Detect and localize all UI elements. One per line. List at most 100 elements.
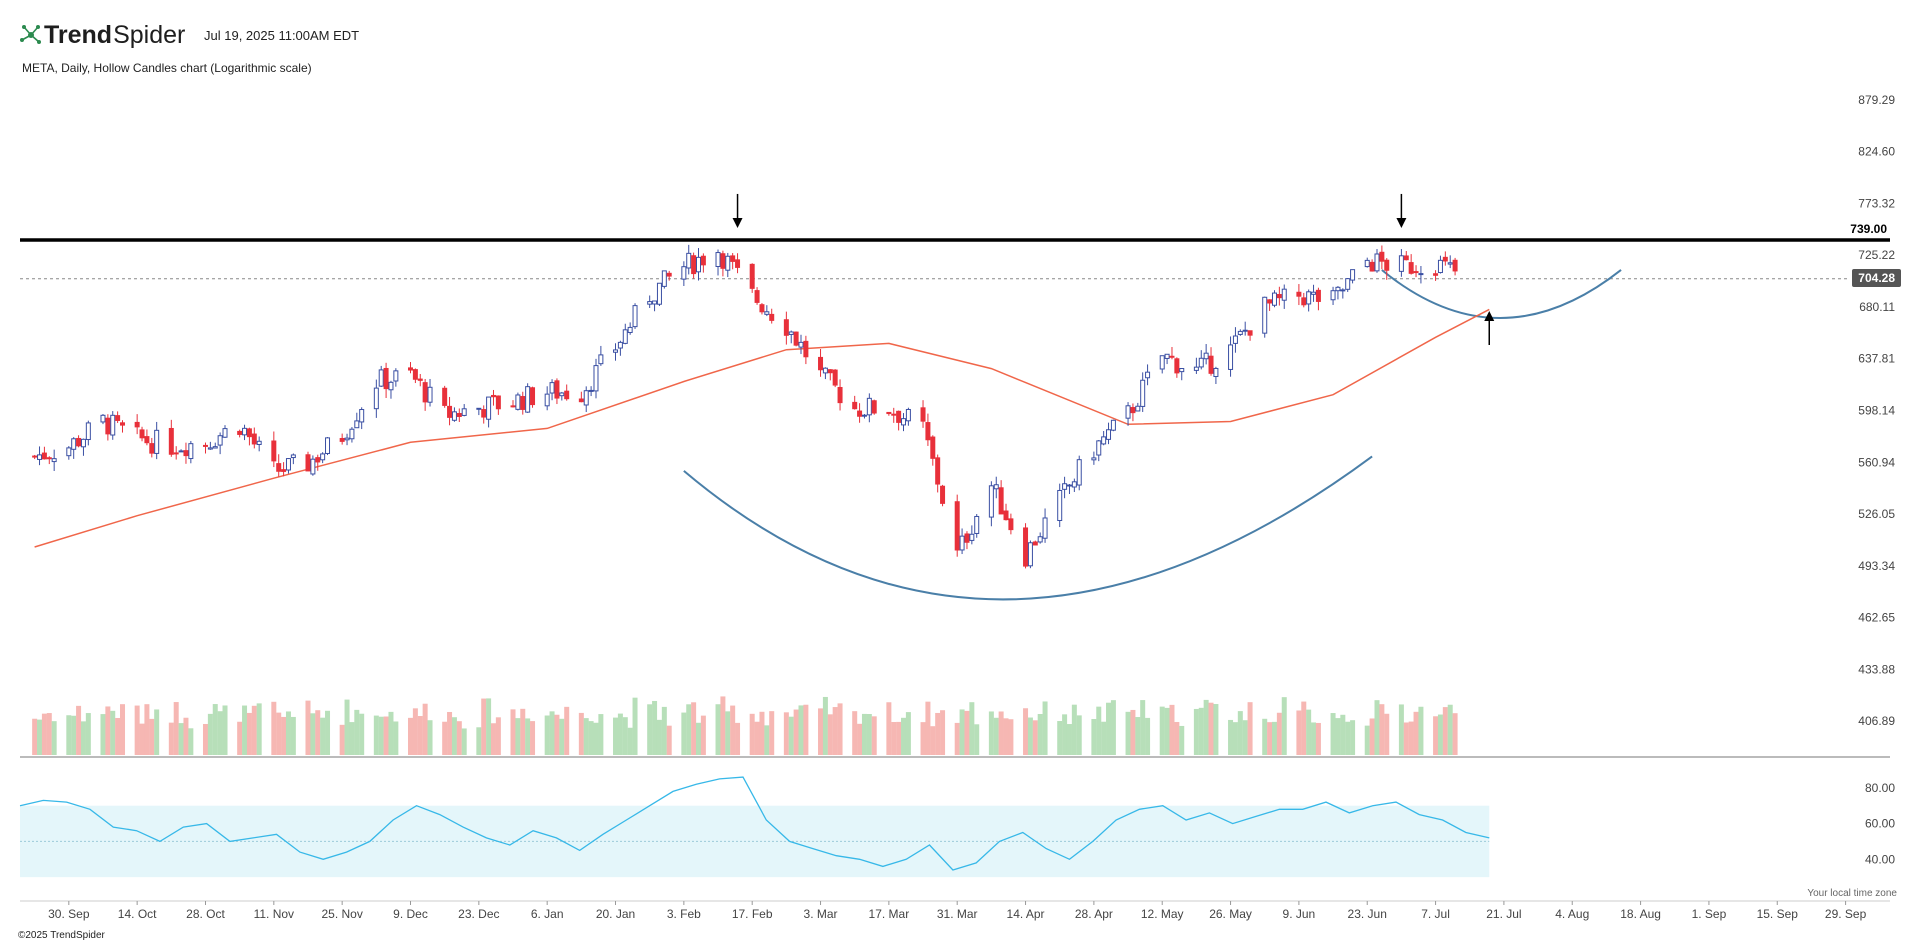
volume-bar bbox=[1442, 707, 1448, 755]
volume-bar bbox=[325, 710, 331, 755]
volume-bar bbox=[725, 711, 731, 755]
volume-bar bbox=[793, 709, 799, 755]
volume-bar bbox=[764, 725, 770, 755]
volume-bar bbox=[769, 711, 775, 755]
candle-body bbox=[749, 263, 755, 289]
candle-body bbox=[237, 430, 243, 435]
volume-bar bbox=[613, 717, 619, 755]
candle-body bbox=[1179, 368, 1185, 373]
candle-body bbox=[1032, 541, 1038, 546]
volume-bar bbox=[310, 713, 316, 755]
candle-body bbox=[1037, 536, 1043, 543]
candle-body bbox=[1071, 481, 1077, 488]
volume-bar bbox=[852, 711, 858, 755]
volume-bar bbox=[85, 713, 91, 755]
volume-bar bbox=[1193, 708, 1199, 755]
candle-body bbox=[930, 436, 936, 459]
volume-bar bbox=[134, 705, 140, 755]
volume-bar bbox=[832, 707, 838, 755]
candle-body bbox=[1452, 259, 1458, 272]
volume-bar bbox=[1242, 720, 1248, 755]
volume-bar bbox=[1315, 722, 1321, 755]
candle-body bbox=[1418, 273, 1424, 276]
volume-bar bbox=[866, 714, 872, 755]
volume-bar bbox=[447, 711, 453, 755]
volume-bar bbox=[1076, 715, 1082, 755]
volume-bar bbox=[735, 722, 741, 755]
candle-body bbox=[1057, 489, 1063, 522]
candle-body bbox=[456, 412, 462, 417]
volume-bar bbox=[110, 710, 116, 755]
candle-body bbox=[1135, 405, 1141, 412]
volume-bar bbox=[427, 720, 433, 755]
volume-bar bbox=[51, 721, 57, 755]
candle-body bbox=[1330, 290, 1336, 301]
candle-body bbox=[1296, 291, 1302, 297]
candle-body bbox=[617, 341, 623, 349]
down-arrow-icon bbox=[1396, 217, 1407, 228]
volume-bar bbox=[622, 717, 628, 755]
candle-body bbox=[490, 394, 496, 398]
candle-body bbox=[168, 427, 174, 455]
candle-body bbox=[652, 300, 658, 305]
x-tick-label: 9. Jun bbox=[1283, 907, 1316, 921]
candle-body bbox=[1350, 269, 1356, 281]
candle-body bbox=[901, 418, 907, 426]
candle-body bbox=[71, 438, 77, 450]
x-tick-label: 9. Dec bbox=[393, 907, 428, 921]
candle-body bbox=[1125, 405, 1131, 419]
candle-body bbox=[134, 421, 140, 428]
candle-body bbox=[1232, 335, 1238, 344]
volume-bar bbox=[1413, 711, 1419, 755]
volume-bar bbox=[988, 711, 994, 755]
candle-body bbox=[246, 428, 252, 438]
volume-bar bbox=[154, 709, 160, 755]
volume-bar bbox=[1228, 719, 1234, 755]
volume-bar bbox=[76, 705, 82, 755]
x-tick-label: 14. Apr bbox=[1007, 907, 1045, 921]
candle-body bbox=[598, 354, 604, 365]
candle-body bbox=[818, 356, 824, 371]
candle-body bbox=[256, 440, 262, 445]
x-tick-label: 29. Sep bbox=[1825, 907, 1867, 921]
volume-bar bbox=[822, 696, 828, 755]
volume-bar bbox=[246, 712, 252, 755]
x-tick-label: 17. Feb bbox=[732, 907, 773, 921]
spider-logo-icon bbox=[20, 25, 41, 44]
candle-body bbox=[120, 422, 126, 426]
volume-bar bbox=[686, 704, 692, 755]
volume-bar bbox=[1340, 714, 1346, 755]
volume-bar bbox=[1164, 707, 1170, 755]
candle-body bbox=[1174, 358, 1180, 374]
candle-body bbox=[310, 458, 316, 475]
candle-body bbox=[988, 485, 994, 518]
candle-body bbox=[793, 331, 799, 346]
candle-body bbox=[1008, 518, 1014, 531]
candle-body bbox=[837, 386, 843, 404]
volume-bar bbox=[1452, 713, 1458, 755]
candle-body bbox=[896, 410, 902, 423]
volume-bar bbox=[476, 727, 482, 755]
volume-bar bbox=[837, 703, 843, 755]
candle-body bbox=[188, 443, 194, 460]
candle-body bbox=[1066, 484, 1072, 487]
volume-bar bbox=[652, 700, 658, 755]
candle-body bbox=[769, 313, 775, 321]
candle-body bbox=[344, 437, 350, 441]
candle-body bbox=[510, 405, 516, 408]
candle-body bbox=[46, 457, 52, 460]
volume-bar bbox=[661, 706, 667, 755]
volume-bar bbox=[759, 711, 765, 755]
candle-body bbox=[1198, 357, 1204, 368]
candle-body bbox=[1228, 344, 1234, 370]
candle-body bbox=[451, 411, 457, 421]
candle-body bbox=[1340, 289, 1346, 292]
candle-body bbox=[412, 369, 418, 380]
volume-bar bbox=[1271, 721, 1277, 755]
candle-body bbox=[183, 450, 189, 457]
volume-bar bbox=[691, 702, 697, 755]
candle-body bbox=[1023, 527, 1029, 567]
candle-body bbox=[1242, 329, 1248, 332]
volume-bar bbox=[1174, 721, 1180, 755]
